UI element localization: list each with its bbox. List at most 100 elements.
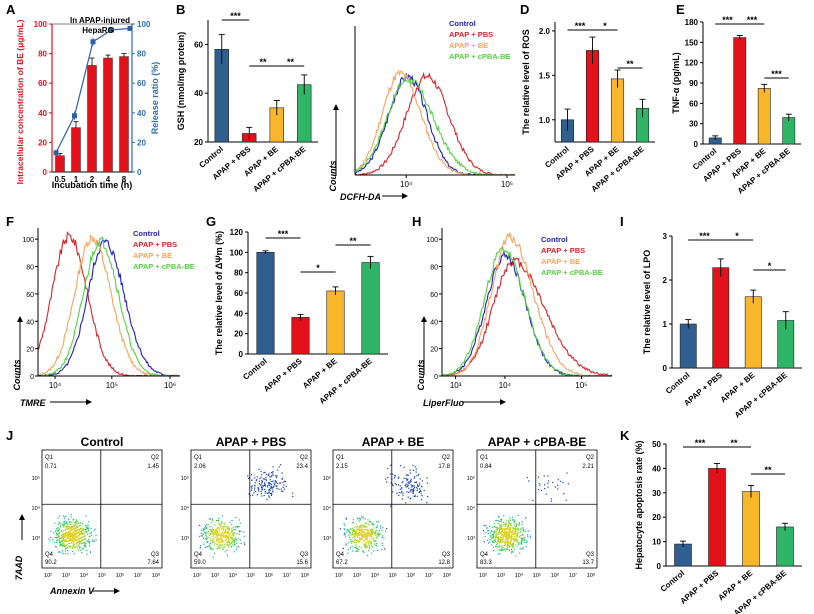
event-dot (516, 536, 518, 538)
event-dot (276, 487, 278, 489)
event-dot (66, 531, 68, 533)
event-dot (85, 545, 87, 547)
event-dot (253, 489, 256, 491)
event-dot (356, 529, 358, 531)
event-dot (59, 523, 61, 525)
event-dot (368, 524, 370, 526)
legend-entry-1: Control (449, 19, 476, 28)
event-dot (519, 535, 521, 537)
event-dot (268, 483, 270, 485)
legend-entry-1: Control (133, 229, 160, 238)
event-dot (203, 532, 205, 534)
event-dot (280, 464, 282, 466)
event-dot (502, 537, 504, 539)
plot-frame (190, 449, 312, 569)
event-dot (58, 515, 61, 517)
event-dot (354, 534, 356, 536)
event-dot (217, 532, 219, 534)
event-dot (254, 487, 256, 489)
event-dot (359, 525, 361, 527)
event-dot (508, 541, 510, 544)
event-dot (369, 532, 371, 535)
event-dot (57, 523, 59, 525)
event-dot (398, 491, 400, 493)
event-dot (510, 552, 513, 554)
event-dot (218, 523, 220, 525)
event-dot (507, 526, 509, 528)
event-dot (71, 538, 73, 540)
event-dot (75, 525, 77, 527)
event-dot (360, 547, 362, 549)
event-dot (352, 541, 354, 543)
legend-entry-3: APAP + BE (541, 257, 580, 266)
y-tick-label: 180 (685, 18, 699, 27)
event-dot (86, 549, 88, 552)
event-dot (517, 527, 519, 529)
event-dot (270, 472, 272, 474)
event-dot (261, 487, 263, 489)
event-dot (349, 538, 351, 540)
event-dot (361, 527, 363, 529)
event-dot (355, 546, 357, 548)
event-dot (375, 531, 377, 533)
event-dot (57, 539, 59, 541)
quadrant-q1-value: 2.06 (194, 464, 206, 470)
event-dot (219, 542, 221, 544)
event-dot (500, 519, 502, 521)
event-dot (233, 541, 235, 543)
event-dot (352, 534, 354, 536)
event-dot (507, 524, 509, 526)
event-dot (348, 534, 350, 536)
event-dot (81, 527, 83, 529)
event-dot (63, 521, 65, 523)
event-dot (265, 477, 267, 479)
event-dot (543, 484, 546, 486)
x-tick-label: 10⁸ (301, 572, 309, 579)
event-dot (73, 553, 75, 555)
event-dot (364, 543, 366, 545)
event-dot (499, 527, 501, 529)
event-dot (70, 537, 72, 540)
event-dot (512, 529, 514, 531)
event-dot (271, 481, 273, 483)
event-dot (512, 547, 514, 549)
event-dot (371, 522, 374, 524)
event-dot (75, 532, 77, 534)
quadrant-name: Q4 (194, 552, 203, 558)
event-dot (510, 531, 513, 534)
event-dot (63, 539, 65, 541)
event-dot (228, 530, 230, 532)
event-dot (507, 537, 509, 539)
event-dot (498, 520, 500, 522)
event-dot (401, 490, 403, 493)
event-dot (498, 524, 500, 526)
x-tick-label: 10⁴ (80, 572, 89, 579)
event-dot (509, 524, 511, 526)
event-dot (419, 489, 422, 491)
event-dot (67, 553, 69, 555)
event-dot (73, 533, 75, 535)
event-dot (359, 531, 361, 534)
event-dot (269, 487, 272, 489)
event-dot (552, 481, 554, 484)
event-dot (362, 550, 364, 552)
event-dot (69, 533, 71, 535)
event-dot (61, 536, 64, 538)
event-dot (344, 528, 346, 531)
event-dot (493, 550, 495, 552)
event-dot (352, 536, 354, 539)
event-dot (222, 541, 224, 543)
event-dot (273, 482, 275, 484)
event-dot (206, 537, 208, 540)
event-dot (369, 531, 372, 533)
event-dot (497, 537, 499, 539)
event-dot (495, 527, 497, 529)
event-dot (499, 528, 501, 530)
event-dot (370, 540, 372, 542)
event-dot (543, 475, 545, 477)
event-dot (272, 472, 274, 474)
event-dot (67, 533, 70, 536)
event-dot (229, 542, 231, 544)
event-dot (513, 519, 515, 521)
event-dot (223, 535, 225, 537)
